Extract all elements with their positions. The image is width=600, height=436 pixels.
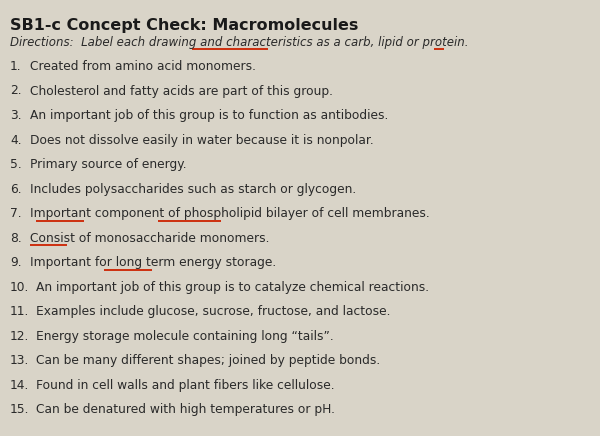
Text: Includes polysaccharides such as starch or glycogen.: Includes polysaccharides such as starch … xyxy=(30,183,356,195)
Text: 8.: 8. xyxy=(10,232,22,245)
Text: Directions:  Label each drawing and characteristics as a carb, lipid or protein.: Directions: Label each drawing and chara… xyxy=(10,36,469,49)
Text: 9.: 9. xyxy=(10,256,22,269)
Text: Important component of phospholipid bilayer of cell membranes.: Important component of phospholipid bila… xyxy=(30,207,430,220)
Text: An important job of this group is to catalyze chemical reactions.: An important job of this group is to cat… xyxy=(36,280,429,293)
Text: Can be many different shapes; joined by peptide bonds.: Can be many different shapes; joined by … xyxy=(36,354,380,367)
Text: Cholesterol and fatty acids are part of this group.: Cholesterol and fatty acids are part of … xyxy=(30,85,333,98)
Text: 7.: 7. xyxy=(10,207,22,220)
Text: Found in cell walls and plant fibers like cellulose.: Found in cell walls and plant fibers lik… xyxy=(36,378,335,392)
Text: Can be denatured with high temperatures or pH.: Can be denatured with high temperatures … xyxy=(36,403,335,416)
Text: An important job of this group is to function as antibodies.: An important job of this group is to fun… xyxy=(30,109,388,122)
Text: 13.: 13. xyxy=(10,354,29,367)
Text: Consist of monosaccharide monomers.: Consist of monosaccharide monomers. xyxy=(30,232,269,245)
Text: Created from amino acid monomers.: Created from amino acid monomers. xyxy=(30,60,256,73)
Text: 1.: 1. xyxy=(10,60,22,73)
Text: Primary source of energy.: Primary source of energy. xyxy=(30,158,187,171)
Text: 5.: 5. xyxy=(10,158,22,171)
Text: Examples include glucose, sucrose, fructose, and lactose.: Examples include glucose, sucrose, fruct… xyxy=(36,305,391,318)
Text: 11.: 11. xyxy=(10,305,29,318)
Text: 6.: 6. xyxy=(10,183,22,195)
Text: Does not dissolve easily in water because it is nonpolar.: Does not dissolve easily in water becaus… xyxy=(30,133,374,146)
Text: 2.: 2. xyxy=(10,85,22,98)
Text: 15.: 15. xyxy=(10,403,29,416)
Text: 4.: 4. xyxy=(10,133,22,146)
Text: 10.: 10. xyxy=(10,280,29,293)
Text: Energy storage molecule containing long “tails”.: Energy storage molecule containing long … xyxy=(36,330,334,343)
Text: SB1-c Concept Check: Macromolecules: SB1-c Concept Check: Macromolecules xyxy=(10,18,358,33)
Text: 3.: 3. xyxy=(10,109,22,122)
Text: Important for long term energy storage.: Important for long term energy storage. xyxy=(30,256,276,269)
Text: 12.: 12. xyxy=(10,330,29,343)
Text: 14.: 14. xyxy=(10,378,29,392)
